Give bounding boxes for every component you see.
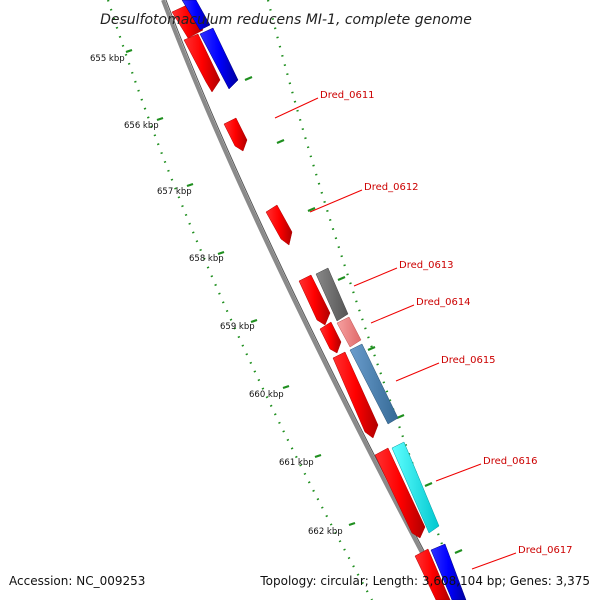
cds-feature[interactable] <box>171 4 204 39</box>
gene-labels: Dred_0611 Dred_0612 Dred_0613 Dred_0614 … <box>320 90 573 556</box>
label-leaders <box>274 97 517 570</box>
tick-label: 661 kbp <box>279 458 314 468</box>
tick-label: 657 kbp <box>157 187 192 197</box>
cds-feature[interactable] <box>430 543 467 600</box>
outer-ruler-major-ticks <box>244 75 463 555</box>
forward-cds-track <box>171 4 451 600</box>
tick-labels: 655 kbp 656 kbp 657 kbp 658 kbp 659 kbp … <box>90 54 343 537</box>
cds-feature[interactable] <box>265 204 293 246</box>
tick-label: 659 kbp <box>220 322 255 332</box>
cds-feature[interactable] <box>223 117 248 152</box>
tick-label: 656 kbp <box>124 121 159 131</box>
gene-label-dred-0612[interactable]: Dred_0612 <box>364 182 419 193</box>
tick-label: 655 kbp <box>90 54 125 64</box>
cds-feature[interactable] <box>199 27 239 90</box>
inner-ruler-major-ticks <box>125 48 356 527</box>
misc-feature[interactable] <box>349 343 399 425</box>
gene-label-dred-0614[interactable]: Dred_0614 <box>416 297 471 308</box>
cds-feature[interactable] <box>183 33 221 93</box>
cds-feature[interactable] <box>181 0 211 31</box>
misc-feature[interactable] <box>336 316 362 348</box>
tick-label: 658 kbp <box>189 254 224 264</box>
gene-label-dred-0615[interactable]: Dred_0615 <box>441 355 496 366</box>
gene-label-dred-0616[interactable]: Dred_0616 <box>483 456 538 467</box>
outer-ruler <box>266 0 465 600</box>
genome-backbone <box>161 0 449 600</box>
cds-feature[interactable] <box>319 321 342 354</box>
inner-ruler <box>106 0 373 600</box>
gene-label-dred-0611[interactable]: Dred_0611 <box>320 90 375 101</box>
gene-label-dred-0613[interactable]: Dred_0613 <box>399 260 454 271</box>
cds-feature[interactable] <box>298 274 331 326</box>
cds-feature[interactable] <box>414 548 451 600</box>
misc-feature[interactable] <box>391 441 440 534</box>
accession-label: Accession: NC_009253 <box>9 574 146 588</box>
misc-feature[interactable] <box>315 267 349 322</box>
cds-feature[interactable] <box>332 351 379 439</box>
reverse-cds-track <box>181 0 467 600</box>
tick-label: 660 kbp <box>249 390 284 400</box>
topology-label: Topology: circular; Length: 3,608,104 bp… <box>260 574 590 588</box>
map-title: Desulfotomaculum reducens MI-1, complete… <box>100 12 472 28</box>
tick-label: 662 kbp <box>308 527 343 537</box>
cds-feature[interactable] <box>374 447 426 539</box>
gene-label-dred-0617[interactable]: Dred_0617 <box>518 545 573 556</box>
